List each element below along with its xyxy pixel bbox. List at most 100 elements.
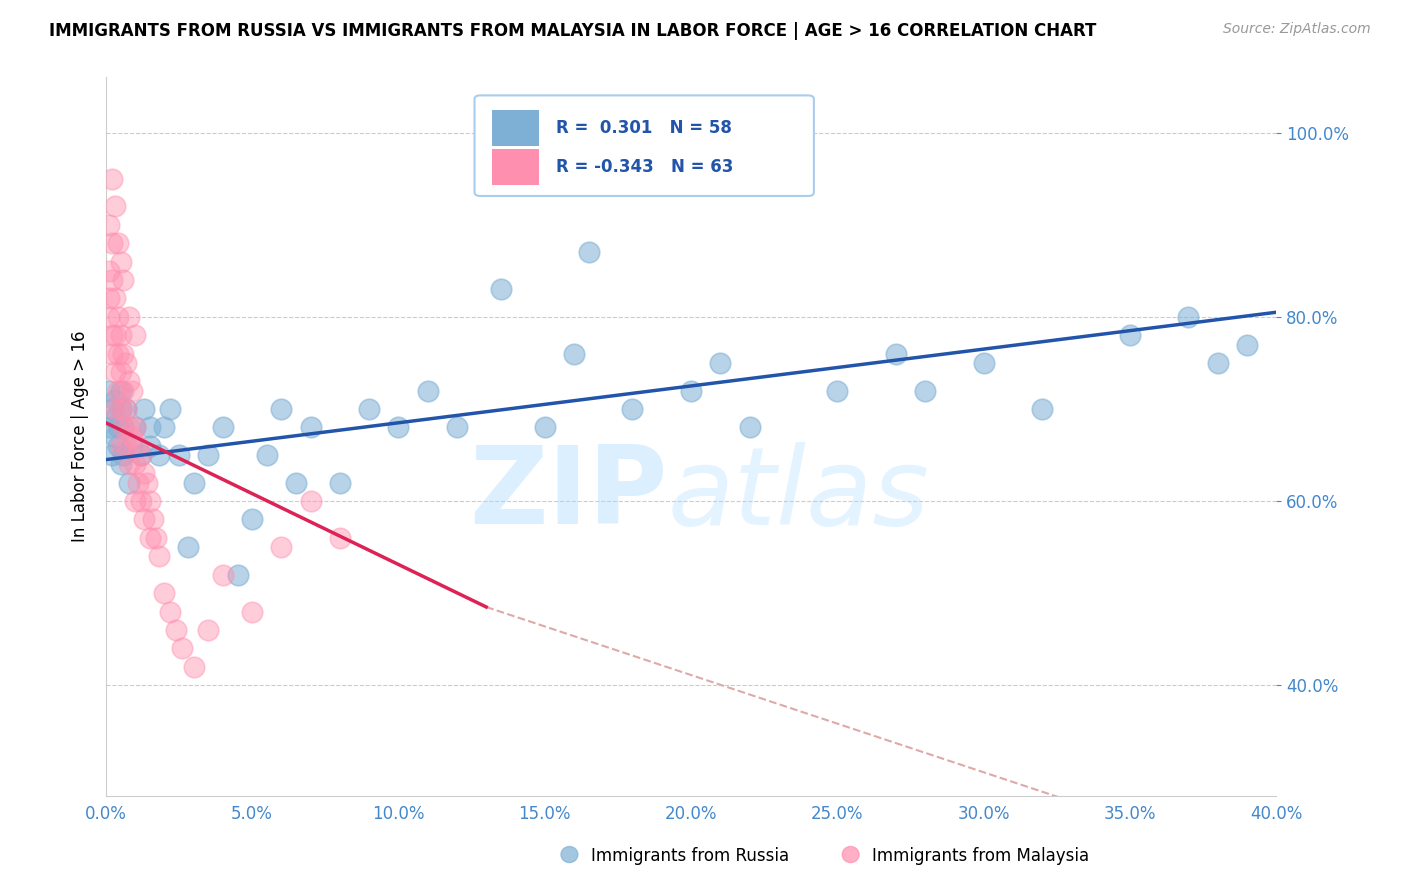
- Point: [118, 375, 141, 389]
- Point: [110, 328, 132, 343]
- Point: [118, 310, 141, 324]
- Point: [1119, 328, 1142, 343]
- Point: [110, 254, 132, 268]
- Point: [118, 475, 141, 490]
- Point: [115, 401, 138, 416]
- Point: [165, 623, 187, 637]
- Point: [973, 356, 995, 370]
- Point: [387, 420, 409, 434]
- Point: [416, 384, 439, 398]
- Text: atlas: atlas: [668, 442, 929, 547]
- Point: [139, 531, 162, 545]
- Point: [104, 199, 127, 213]
- Point: [489, 282, 512, 296]
- Point: [124, 420, 146, 434]
- Point: [107, 420, 129, 434]
- Point: [129, 448, 152, 462]
- Point: [115, 439, 138, 453]
- Point: [256, 448, 278, 462]
- Point: [139, 420, 162, 434]
- Point: [285, 475, 308, 490]
- Point: [240, 605, 263, 619]
- Point: [121, 384, 143, 398]
- Point: [679, 384, 702, 398]
- Point: [197, 448, 219, 462]
- Point: [1206, 356, 1229, 370]
- Point: [153, 420, 176, 434]
- Point: [100, 328, 122, 343]
- Point: [270, 540, 292, 554]
- Point: [884, 347, 907, 361]
- Point: [104, 365, 127, 379]
- Point: [97, 264, 120, 278]
- Point: [118, 457, 141, 471]
- Point: [914, 384, 936, 398]
- Point: [100, 236, 122, 251]
- Point: [104, 411, 127, 425]
- Point: [240, 512, 263, 526]
- Point: [104, 292, 127, 306]
- Point: [183, 660, 205, 674]
- Point: [329, 531, 352, 545]
- Point: [139, 439, 162, 453]
- Point: [212, 420, 235, 434]
- Point: [270, 401, 292, 416]
- Point: [1177, 310, 1199, 324]
- Point: [100, 273, 122, 287]
- Point: [107, 310, 129, 324]
- Point: [118, 420, 141, 434]
- Point: [709, 356, 731, 370]
- Point: [110, 365, 132, 379]
- Point: [132, 467, 155, 481]
- Text: Immigrants from Malaysia: Immigrants from Malaysia: [872, 847, 1088, 865]
- Bar: [492, 149, 538, 186]
- Point: [110, 457, 132, 471]
- Point: [124, 494, 146, 508]
- Point: [104, 392, 127, 407]
- Point: [112, 448, 135, 462]
- Point: [110, 384, 132, 398]
- Point: [112, 420, 135, 434]
- Point: [132, 401, 155, 416]
- Point: [359, 401, 381, 416]
- Text: R =  0.301   N = 58: R = 0.301 N = 58: [557, 119, 733, 136]
- Point: [127, 439, 149, 453]
- Point: [299, 494, 322, 508]
- Point: [132, 512, 155, 526]
- Point: [100, 171, 122, 186]
- Point: [170, 641, 193, 656]
- Point: [110, 439, 132, 453]
- Point: [104, 328, 127, 343]
- Point: [100, 448, 122, 462]
- FancyBboxPatch shape: [474, 95, 814, 196]
- Point: [827, 384, 849, 398]
- Point: [621, 401, 644, 416]
- Point: [97, 420, 120, 434]
- Point: [197, 623, 219, 637]
- Point: [124, 420, 146, 434]
- Point: [112, 384, 135, 398]
- Point: [97, 384, 120, 398]
- Point: [148, 448, 170, 462]
- Point: [148, 549, 170, 564]
- Point: [110, 401, 132, 416]
- Y-axis label: In Labor Force | Age > 16: In Labor Force | Age > 16: [72, 331, 89, 542]
- Point: [562, 347, 585, 361]
- Point: [167, 448, 190, 462]
- Point: [159, 605, 181, 619]
- Point: [738, 420, 761, 434]
- Point: [115, 356, 138, 370]
- Point: [135, 475, 157, 490]
- Point: [578, 245, 600, 260]
- Point: [97, 310, 120, 324]
- Bar: [492, 110, 538, 145]
- Point: [124, 328, 146, 343]
- Point: [183, 475, 205, 490]
- Point: [121, 429, 143, 443]
- Point: [533, 420, 555, 434]
- Point: [145, 531, 167, 545]
- Point: [299, 420, 322, 434]
- Point: [1236, 337, 1258, 351]
- Point: [107, 347, 129, 361]
- Point: [153, 586, 176, 600]
